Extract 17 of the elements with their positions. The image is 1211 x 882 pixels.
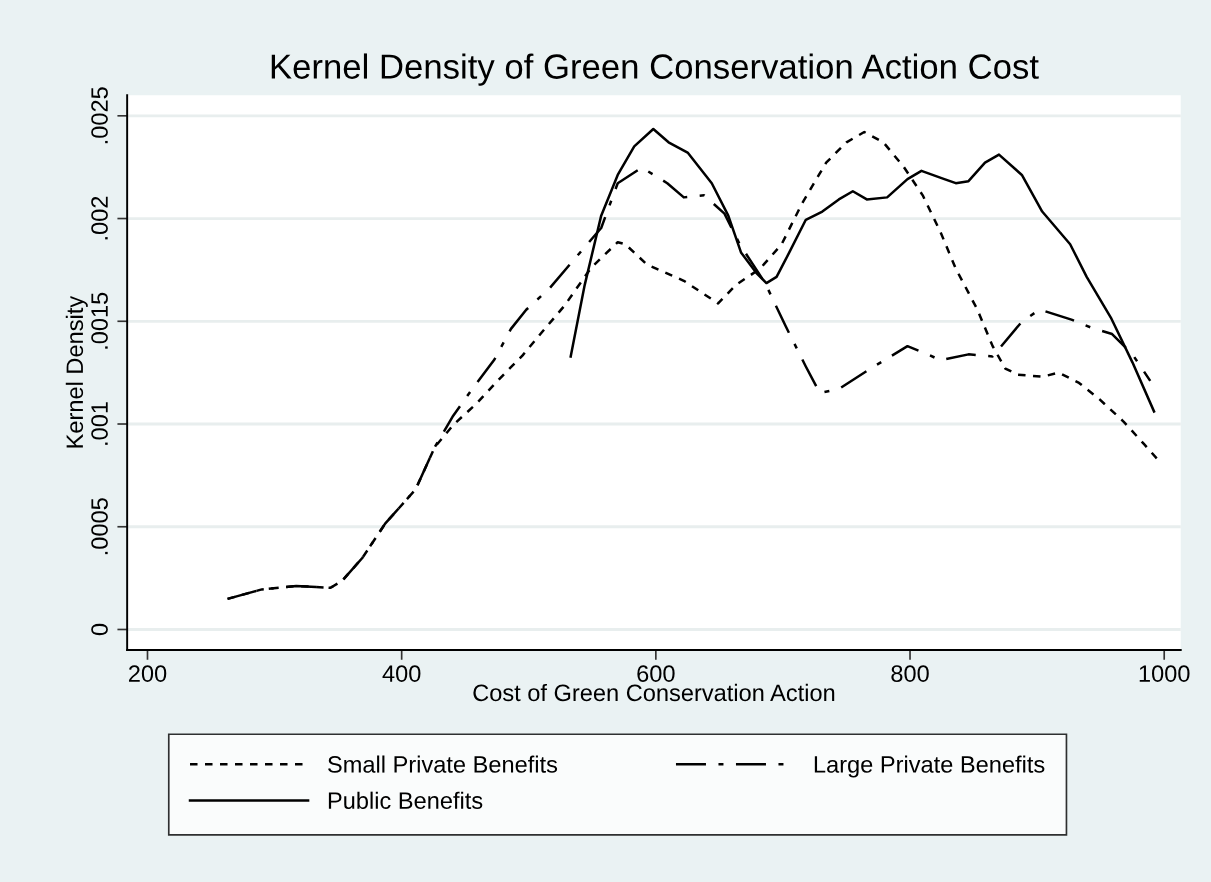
x-tick-label: 200 (128, 665, 167, 682)
x-tick-label: 600 (637, 665, 675, 682)
y-tick-label: .001 (91, 402, 108, 445)
x-axis-title: Cost of Green Conservation Action (473, 683, 835, 702)
legend-label: Small Private Benefits (328, 755, 558, 773)
x-tick-label: 1000 (1139, 665, 1190, 682)
y-tick-label: .0025 (91, 87, 108, 144)
y-tick-label: .0015 (91, 292, 108, 349)
x-tick-label: 400 (382, 665, 421, 682)
y-tick-label: .0005 (91, 498, 108, 555)
chart-title: Kernel Density of Green Conservation Action Cost (271, 53, 1039, 86)
y-axis-title: Kernel Density (65, 295, 88, 448)
legend-label: Public Benefits (328, 791, 483, 809)
legend-label: Large Private Benefits (814, 755, 1045, 778)
x-tick-label: 800 (891, 665, 929, 682)
y-tick-label: 0 (91, 623, 108, 636)
y-tick-label: .002 (91, 196, 108, 240)
